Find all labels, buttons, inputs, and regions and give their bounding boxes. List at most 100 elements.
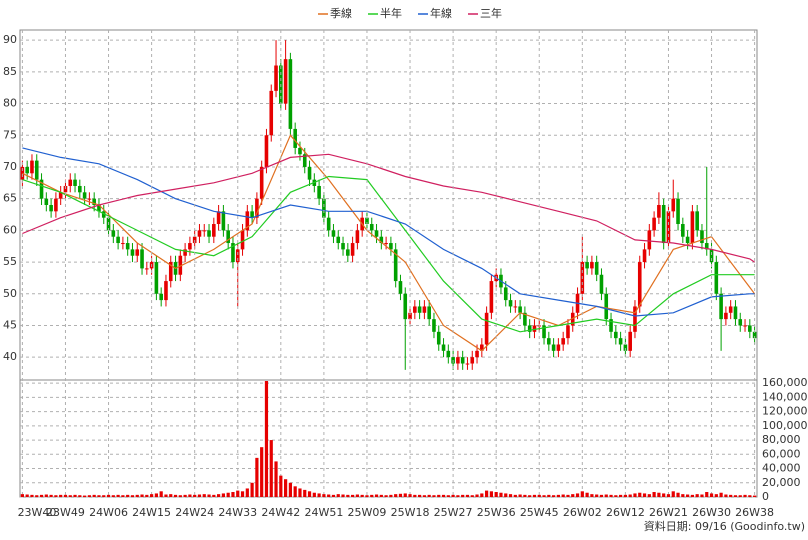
candle-body [585, 262, 589, 269]
volume-bar [642, 493, 647, 497]
volume-bar [250, 482, 254, 497]
candle-body [154, 262, 159, 294]
y2-tick-label: 100,000 [762, 419, 808, 432]
volume-bar [197, 494, 202, 497]
candle-body [245, 211, 250, 231]
volume-bar [269, 440, 273, 497]
candle-body [130, 249, 135, 256]
candle-body [733, 306, 738, 320]
volume-bar [303, 489, 307, 497]
candle-body [188, 243, 192, 250]
candle-body [322, 198, 326, 218]
volume-bar [537, 494, 541, 497]
candle-body [302, 154, 307, 167]
candle-body [259, 166, 264, 199]
candle-body [317, 185, 321, 199]
candle-body [503, 287, 508, 301]
candle-body [527, 325, 532, 332]
volume-bar [413, 494, 417, 497]
ma-line [22, 147, 755, 317]
candle-body [551, 344, 556, 351]
volume-bar [370, 494, 374, 497]
volume-bar [374, 494, 379, 497]
candle-body [652, 217, 656, 231]
candle-body [365, 217, 369, 225]
volume-bar [360, 494, 364, 497]
candle-body [369, 224, 374, 231]
volume-bar [135, 494, 139, 497]
volume-bar [159, 491, 163, 497]
y-tick-label: 50 [3, 287, 17, 300]
candle-body [570, 312, 575, 326]
volume-bar [604, 494, 608, 497]
y2-tick-label: 140,000 [762, 390, 808, 403]
candle-body [594, 262, 599, 275]
volume-bar [619, 494, 623, 497]
candle-body [484, 312, 489, 345]
candle-body [192, 236, 197, 244]
ma-line [22, 175, 755, 333]
candle-body [671, 198, 676, 212]
candle-body [384, 243, 388, 245]
candle-body [403, 293, 408, 320]
candle-body [30, 160, 34, 174]
candle-body [465, 363, 470, 365]
candle-body [116, 236, 120, 244]
volume-bar [714, 494, 718, 497]
candle-body [39, 179, 44, 199]
volume-bar [221, 493, 225, 497]
candle-body [183, 249, 187, 256]
candle-body [637, 262, 642, 307]
x-tick-label: 24W42 [261, 506, 300, 519]
volume-bar [154, 493, 158, 497]
volume-bar [686, 494, 690, 497]
volume-bar [489, 491, 493, 497]
volume-bar [264, 381, 269, 497]
candle-body [212, 224, 216, 237]
volume-bar [571, 494, 575, 497]
volume-bar [274, 461, 278, 497]
y-tick-label: 75 [3, 128, 17, 141]
candle-body [235, 249, 240, 263]
volume-bar [446, 495, 450, 497]
volume-bar [681, 494, 685, 497]
volume-bar [719, 492, 723, 497]
candle-body [408, 312, 412, 320]
volume-bar [705, 492, 709, 497]
candle-body [82, 192, 87, 199]
x-tick-label: 26W38 [735, 506, 774, 519]
volume-bar [418, 494, 422, 497]
candle-body [164, 281, 168, 301]
candle-body [647, 230, 652, 250]
volume-bar [336, 494, 340, 497]
candle-body [49, 205, 53, 212]
volume-bar [499, 492, 503, 497]
x-tick-label: 26W21 [649, 506, 688, 519]
legend-label: 季線 [330, 6, 352, 20]
x-tick-label: 24W06 [89, 506, 128, 519]
volume-bar [217, 494, 221, 497]
volume-bar [666, 494, 671, 497]
volume-bar [111, 495, 115, 497]
candle-body [599, 274, 604, 294]
candle-body [685, 236, 690, 244]
candle-body [700, 230, 704, 244]
candle-body [441, 344, 446, 351]
candle-body [728, 306, 733, 313]
volume-bar [260, 447, 264, 497]
volume-bar [614, 495, 618, 497]
y2-tick-label: 160,000 [762, 376, 808, 389]
volume-bar [68, 495, 72, 497]
volume-bar [307, 491, 312, 497]
candle-body [590, 262, 594, 269]
candle-body [628, 331, 632, 351]
volume-bar [102, 495, 106, 497]
candle-body [743, 325, 747, 327]
candle-body [752, 331, 757, 339]
candle-body [666, 211, 671, 244]
y-tick-label: 60 [3, 223, 17, 236]
x-tick-label: 26W30 [692, 506, 731, 519]
volume-bar [279, 475, 283, 497]
candle-body [623, 344, 628, 351]
